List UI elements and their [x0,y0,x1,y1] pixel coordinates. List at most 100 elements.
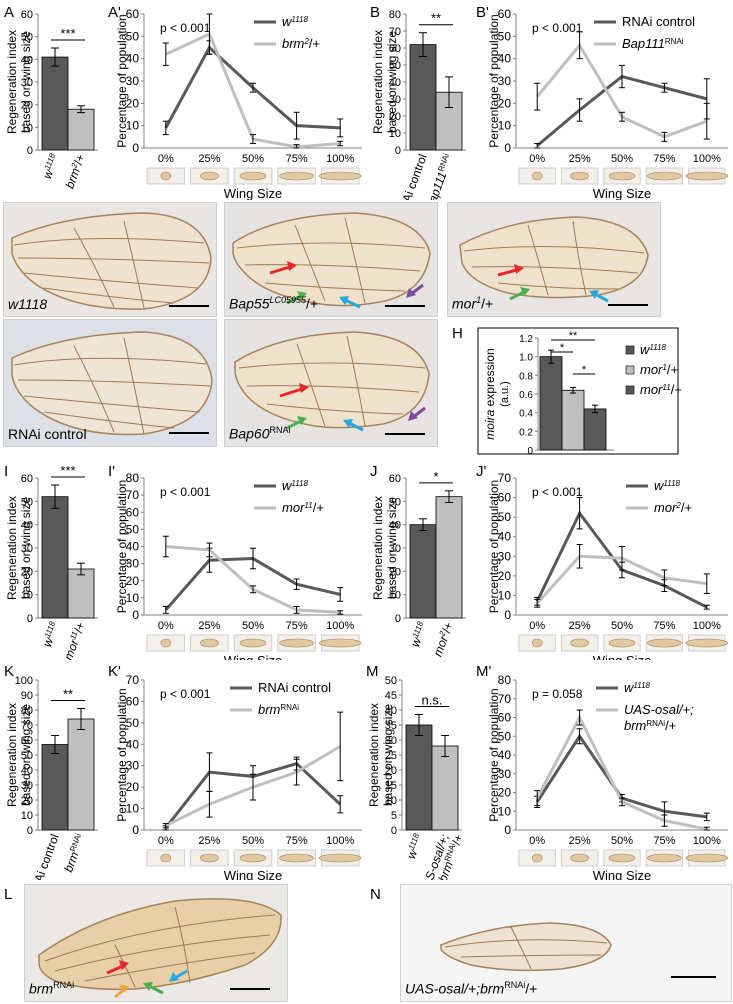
y-tick-label: 40 [389,520,401,532]
panel-letter-I2: I' [108,463,116,480]
y-axis-label-line1: Regeneration index [371,496,385,600]
x-tick-label: 75% [653,620,675,632]
y-tick-label: 30 [126,759,140,773]
y-axis-label: Percentage of population [115,14,129,147]
y-tick-label: 80 [126,471,140,485]
x-category-label: mor2/+ [430,620,456,658]
y-tick-label: 60 [21,735,33,747]
wing-caption-L: brmRNAi [29,980,75,997]
legend-entry-1: w1118 [624,680,651,695]
wing-thumbnail-shape [608,638,636,648]
bar-brmRNAi [67,718,95,831]
significance-mark: *** [60,463,75,478]
legend-swatch-2 [625,365,635,375]
wing-thumbnail-shape [685,171,729,181]
wing-photo-F: RNAi control [3,319,217,447]
y-tick-label: 80 [389,9,401,21]
y-axis-label-line1: Regeneration index [371,30,385,134]
y-tick-label: 30 [126,74,140,88]
y-axis-label-line1: Regeneration index [367,703,381,807]
y-tick-label: 100 [15,675,33,687]
significance-mark: * [582,364,587,376]
panel-letter-K: K [4,663,15,680]
y-tick-label: 30 [21,780,33,792]
bar-w1118 [41,56,69,151]
wing-thumbnail-shape [279,171,314,181]
bar-mor1/+ [561,389,585,451]
wing-caption-E: mor1/+ [452,295,494,312]
y-tick-label: 0.4 [519,409,533,420]
x-tick-label: 100% [326,153,354,165]
y-tick-label: 40 [385,705,397,717]
y-tick-label: 30 [21,77,33,89]
y-tick-label: 40 [498,52,512,66]
y-tick-label: 10 [126,591,140,605]
x-category-label: w1118 [404,832,426,861]
wing-caption-N: UAS-osal/+;brmRNAi/+ [405,980,538,997]
x-tick-label: 50% [242,835,264,847]
y-tick-label: 70 [21,720,33,732]
x-tick-label: 75% [286,835,308,847]
y-tick-label: 60 [126,694,140,708]
wing-thumbnail-shape [160,638,172,648]
legend-entry-2: brmRNAi [258,702,299,717]
y-axis-label-line2: based on wing size [19,497,33,599]
legend-entry-1: w1118 [640,342,667,357]
bar-mor2/+ [435,496,463,619]
y-axis-label-line1: Regeneration index [5,496,19,600]
p-value: p = 0.058 [532,687,583,701]
x-tick-label: 0% [529,620,545,632]
panel-letter-B2: B' [476,4,489,21]
y-tick-label: 70 [126,488,140,502]
wing-thumbnail-shape [279,638,314,648]
wing-thumbnail-shape [318,638,362,648]
panel-letter-K2: K' [108,663,121,680]
wing-thumbnail-shape [685,853,729,863]
chart-K: 0 10 20 30 40 50 60 70 80 90 100 Regeneration index… [5,675,98,880]
y-tick-label: 0 [527,446,533,457]
x-tick-label: 25% [569,835,591,847]
y-tick-label: 60 [498,711,512,725]
x-tick-label: 100% [693,620,721,632]
x-category-label: mor11/+ [61,620,88,660]
significance-mark: * [433,469,438,484]
wing-thumbnail-shape [685,638,729,648]
panel-letter-A2: A' [108,4,121,21]
x-tick-label: 100% [693,835,721,847]
wing-illustration-N [440,922,716,978]
wing-thumbnail-shape [647,171,682,181]
y-tick-label: 0 [395,613,401,625]
wing-thumbnail-shape [570,171,589,181]
x-tick-label: 25% [569,153,591,165]
wing-thumbnail-shape [531,638,543,648]
bar-RNAi control [409,44,437,151]
y-tick-label: 10 [389,128,401,140]
x-tick-label: 0% [158,620,174,632]
legend-entry-1: w1118 [282,478,309,493]
wing-thumbnail-shape [570,853,589,863]
x-tick-label: 0% [158,153,174,165]
wing-photo-L: brmRNAi [24,884,288,1002]
p-value: p < 0.001 [532,21,583,35]
y-tick-label: 70 [389,26,401,38]
panel-letter-M2: M' [476,663,492,680]
wing-thumbnail-shape [200,853,219,863]
y-tick-label: 50 [126,522,140,536]
x-tick-label: 0% [158,835,174,847]
y-tick-label: 30 [385,735,397,747]
y-tick-label: 10 [389,590,401,602]
y-tick-label: 30 [498,767,512,781]
y-tick-label: 0 [504,608,511,622]
y-tick-label: 0.8 [519,371,533,382]
y-tick-label: 0 [132,608,139,622]
x-tick-label: 0% [529,153,545,165]
y-tick-label: 10 [126,802,140,816]
panel-letter-J: J [370,463,378,480]
y-tick-label: 45 [385,690,397,702]
y-tick-label: 60 [389,43,401,55]
panel-letter-M: M [366,663,379,680]
